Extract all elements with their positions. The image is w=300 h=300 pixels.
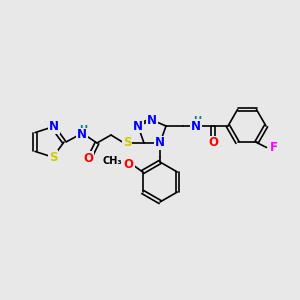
Text: N: N (147, 113, 157, 127)
Text: S: S (123, 136, 131, 149)
Text: F: F (269, 141, 278, 154)
Text: H: H (79, 125, 87, 135)
Text: N: N (77, 128, 87, 142)
Text: N: N (133, 119, 143, 133)
Text: N: N (191, 119, 201, 133)
Text: N: N (49, 120, 59, 133)
Text: O: O (124, 158, 134, 170)
Text: S: S (49, 151, 57, 164)
Text: H: H (193, 116, 201, 126)
Text: O: O (208, 136, 218, 149)
Text: N: N (155, 136, 165, 149)
Text: CH₃: CH₃ (103, 156, 122, 166)
Text: O: O (83, 152, 93, 164)
